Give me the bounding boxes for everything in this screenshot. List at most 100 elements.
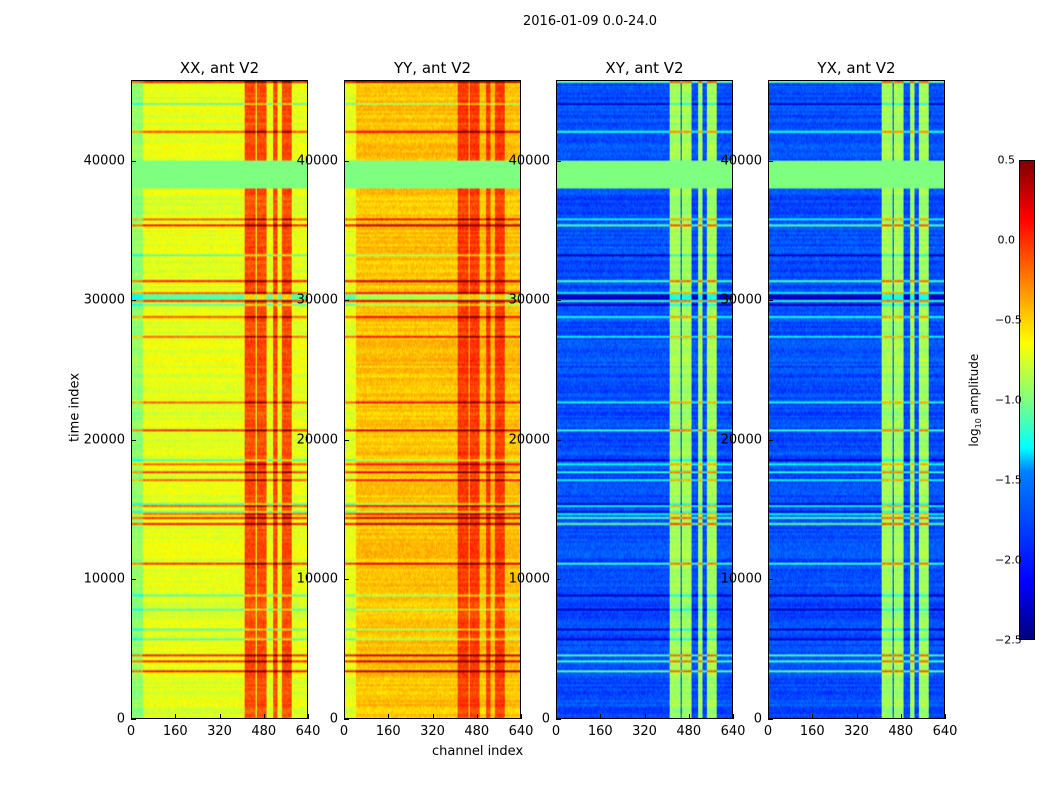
y-tick-label: 30000: [508, 292, 550, 308]
y-tick-label: 0: [753, 711, 762, 727]
y-tick-label: 40000: [296, 153, 338, 169]
colorbar-tick-label: −1.5: [995, 473, 1022, 487]
heatmap-image: [132, 81, 307, 718]
y-tick-mark: [131, 579, 136, 581]
x-tick-label: 160: [587, 724, 613, 739]
y-tick-label: 20000: [720, 432, 762, 448]
heatmap-image: [345, 81, 520, 718]
colorbar-tick-label: 0.5: [997, 153, 1016, 167]
y-tick-mark: [344, 719, 349, 720]
y-tick-label: 30000: [83, 292, 125, 308]
x-tick-mark: [432, 714, 434, 719]
x-tick-mark: [556, 714, 557, 719]
y-tick-label: 0: [116, 711, 125, 727]
y-tick-mark: [344, 579, 349, 581]
y-tick-mark: [768, 300, 773, 302]
y-tick-mark: [131, 719, 136, 720]
x-tick-label: 320: [420, 724, 445, 739]
x-tick-mark: [388, 714, 390, 719]
x-tick-mark: [900, 714, 902, 719]
x-tick-mark: [263, 714, 265, 719]
y-tick-label: 20000: [296, 432, 338, 448]
x-tick-label: 0: [763, 724, 773, 739]
y-tick-label: 40000: [720, 153, 762, 169]
heatmap-panel-1: YY, ant V2: [344, 59, 521, 719]
x-tick-mark: [308, 714, 309, 719]
x-tick-label: 640: [932, 724, 958, 739]
x-tick-mark: [344, 714, 345, 719]
colorbar-tick-label: −0.5: [995, 313, 1022, 327]
panel-title: YY, ant V2: [393, 59, 471, 77]
colorbar-label-suffix: amplitude: [966, 353, 981, 419]
y-tick-label: 20000: [508, 432, 550, 448]
x-tick-mark: [219, 714, 221, 719]
colorbar-tick-label: 0.0: [997, 233, 1016, 247]
x-tick-mark: [600, 714, 602, 719]
x-tick-mark: [812, 714, 814, 719]
x-tick-mark: [945, 714, 946, 719]
colorbar-label-prefix: log: [966, 428, 981, 447]
y-tick-label: 40000: [508, 153, 550, 169]
x-tick-label: 0: [339, 724, 349, 739]
y-tick-mark: [131, 300, 136, 302]
x-tick-label: 640: [720, 724, 746, 739]
y-tick-label: 0: [541, 711, 550, 727]
x-tick-mark: [521, 714, 522, 719]
x-tick-mark: [733, 714, 734, 719]
colorbar-label: log10 amplitude: [967, 345, 983, 455]
x-tick-mark: [768, 714, 769, 719]
x-tick-label: 0: [126, 724, 136, 739]
y-tick-mark: [768, 160, 773, 162]
heatmap-panel-0: XX, ant V2: [131, 59, 308, 719]
y-tick-mark: [344, 160, 349, 162]
x-axis-label: channel index: [432, 744, 524, 759]
colorbar-tick-label: −2.5: [995, 633, 1022, 647]
colorbar-tick-label: −1.0: [995, 393, 1022, 407]
y-tick-label: 10000: [508, 571, 550, 587]
y-tick-label: 10000: [720, 571, 762, 587]
x-tick-mark: [644, 714, 646, 719]
y-tick-mark: [131, 160, 136, 162]
x-tick-mark: [856, 714, 858, 719]
y-tick-mark: [344, 439, 349, 441]
x-tick-label: 640: [295, 724, 321, 739]
panel-title: XX, ant V2: [179, 59, 260, 77]
y-tick-mark: [556, 439, 561, 441]
x-tick-label: 480: [464, 724, 490, 739]
y-tick-label: 10000: [83, 571, 125, 587]
y-tick-mark: [768, 579, 773, 581]
y-tick-mark: [556, 160, 561, 162]
x-tick-mark: [175, 714, 177, 719]
y-tick-mark: [768, 439, 773, 441]
y-tick-mark: [556, 719, 561, 720]
x-tick-label: 640: [508, 724, 534, 739]
heatmap-panel-2: XY, ant V2: [556, 59, 733, 719]
x-tick-label: 160: [375, 724, 401, 739]
y-tick-label: 30000: [720, 292, 762, 308]
panel-title: XY, ant V2: [605, 59, 684, 77]
y-tick-label: 10000: [296, 571, 338, 587]
x-tick-label: 480: [888, 724, 914, 739]
y-tick-mark: [768, 719, 773, 720]
x-tick-mark: [688, 714, 690, 719]
x-tick-label: 320: [207, 724, 232, 739]
colorbar-label-sub: 10: [974, 418, 984, 429]
y-tick-label: 0: [329, 711, 338, 727]
x-tick-label: 480: [251, 724, 277, 739]
colorbar: [1019, 160, 1035, 640]
y-tick-mark: [344, 300, 349, 302]
y-tick-label: 40000: [83, 153, 125, 169]
y-tick-mark: [556, 579, 561, 581]
panel-title: YX, ant V2: [817, 59, 896, 77]
x-tick-mark: [131, 714, 132, 719]
heatmap-image: [769, 81, 944, 718]
x-tick-mark: [476, 714, 478, 719]
heatmap-image: [557, 81, 732, 718]
y-tick-label: 20000: [83, 432, 125, 448]
y-tick-label: 30000: [296, 292, 338, 308]
x-tick-label: 160: [162, 724, 188, 739]
x-tick-label: 160: [799, 724, 825, 739]
heatmap-panel-3: YX, ant V2: [768, 59, 945, 719]
x-tick-label: 320: [844, 724, 869, 739]
figure-title: 2016-01-09 0.0-24.0: [523, 14, 657, 29]
